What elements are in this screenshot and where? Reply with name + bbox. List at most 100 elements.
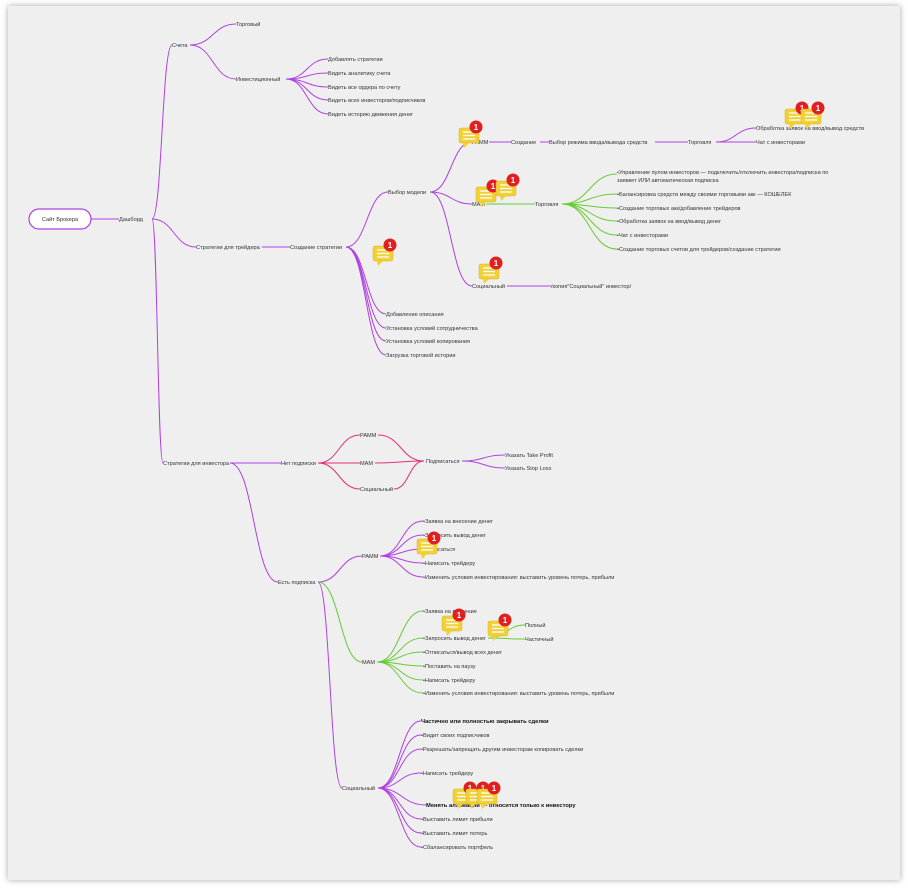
node-d4[interactable]: Загрузка торговой истории xyxy=(386,352,456,359)
node-hp5[interactable]: •Изменить условия инвестирования: выстав… xyxy=(423,575,614,581)
comment-icon[interactable]: 1 xyxy=(784,101,809,130)
node-m1b[interactable]: заявкет ИЛИ автоматическая подписка xyxy=(617,178,719,184)
node-hm2[interactable]: •Запросить вывод денег xyxy=(423,636,486,642)
node-soc[interactable]: Социальный xyxy=(472,283,505,290)
node-nm[interactable]: MAM xyxy=(360,461,373,467)
node-hs3[interactable]: •Разрешать/запрещать другим инвесторам к… xyxy=(421,747,583,753)
connector-line xyxy=(377,720,422,789)
comment-icon[interactable]: 1 xyxy=(476,781,501,810)
node-hs4[interactable]: •Написать трейдеру xyxy=(421,770,473,777)
comment-count: 1 xyxy=(388,241,393,250)
connector-line xyxy=(561,203,618,250)
connector-line xyxy=(376,610,424,663)
connector-line xyxy=(229,462,279,583)
node-hm4[interactable]: •Поставить на паузу xyxy=(423,664,476,670)
node-subscr[interactable]: Подписаться xyxy=(426,459,460,465)
comment-icon[interactable]: 1 xyxy=(478,256,503,285)
node-hs[interactable]: Социальный xyxy=(342,785,375,792)
node-nosub[interactable]: Нет подписки xyxy=(281,461,316,467)
root-node[interactable]: Сайт Брокера xyxy=(28,208,92,230)
comment-badge xyxy=(498,613,512,627)
node-pamm[interactable]: PAMM xyxy=(472,140,489,146)
node-part[interactable]: Частичный xyxy=(525,636,553,643)
node-m4[interactable]: •Обработка заявок на ввод/вывод денег xyxy=(617,219,721,225)
comment-count: 1 xyxy=(503,616,508,625)
node-hp4[interactable]: •Написать трейдеру xyxy=(423,560,475,567)
node-m2[interactable]: •Балансировка средств между своими торго… xyxy=(617,192,792,198)
node-torg[interactable]: Торговля xyxy=(688,140,711,146)
node-chat1[interactable]: Чат с инвесторами xyxy=(756,140,805,146)
node-i5[interactable]: Видеть историю движения денег xyxy=(328,112,413,118)
node-hm5[interactable]: •Написать трейдеру xyxy=(423,677,475,684)
node-d3[interactable]: Установка условий копирования xyxy=(386,338,470,345)
node-acc[interactable]: Счета xyxy=(172,43,188,49)
connector-line xyxy=(345,246,387,356)
node-i3[interactable]: Видеть все ордера по счету xyxy=(328,85,401,91)
node-vm[interactable]: Выбор модели xyxy=(388,190,426,196)
node-si[interactable]: Стратегии для инвестора xyxy=(163,461,230,467)
node-trade[interactable]: Торговый xyxy=(236,21,260,28)
node-st[interactable]: Стратегии для трейдера xyxy=(196,244,261,251)
connector-line xyxy=(379,520,424,557)
node-hm6[interactable]: •Изменить условия инвестирования: выстав… xyxy=(423,691,614,697)
comment-count: 1 xyxy=(511,176,516,185)
node-copy[interactable]: /копия"Социальный" инвестор/ xyxy=(551,283,632,290)
node-hs1[interactable]: Частично или полностью закрывать сделки xyxy=(421,719,549,725)
comment-icon[interactable]: 1 xyxy=(441,608,466,637)
node-hm3[interactable]: •Отписаться/вывод всех денег xyxy=(423,650,502,656)
mindmap-canvas[interactable]: Сайт Брокера Дашборд Счета Торговый Инвести… xyxy=(8,6,900,880)
node-d1[interactable]: Добавление описания xyxy=(386,312,444,318)
comment-count: 1 xyxy=(816,104,821,113)
node-invest[interactable]: Инвестиционный xyxy=(236,76,280,83)
comment-icon[interactable]: 1 xyxy=(458,120,483,149)
node-mam[interactable]: MAM xyxy=(472,202,485,208)
node-i2[interactable]: Видеть аналитику счета xyxy=(328,71,391,77)
node-ns[interactable]: Социальный xyxy=(360,486,393,493)
comment-icon[interactable]: 1 xyxy=(495,173,520,202)
node-sl[interactable]: Указать Stop Loss xyxy=(505,466,552,472)
node-np[interactable]: PAMM xyxy=(360,433,377,439)
node-tp[interactable]: Указать Take Profit xyxy=(505,453,553,459)
node-proc[interactable]: Обработка заявок на ввод/вывод средств xyxy=(756,126,864,132)
node-dash[interactable]: Дашборд xyxy=(119,217,144,223)
connector-line xyxy=(285,78,329,115)
comment-badge xyxy=(489,256,503,270)
node-hp1[interactable]: •Заявка на внесение денег xyxy=(423,519,493,525)
node-hp2[interactable]: •Запросить вывод денег xyxy=(423,533,486,539)
node-labels: Дашборд Счета Торговый Инвестиционный Добавл… xyxy=(119,21,864,851)
node-i4[interactable]: Видеть всех инвесторов/подписчиков xyxy=(328,98,425,104)
node-create[interactable]: Создание xyxy=(511,140,536,146)
node-m6[interactable]: •Создание торговых счетов для трейдеров/… xyxy=(617,246,781,253)
node-hs5[interactable]: Менять аллокации — относится только к ин… xyxy=(426,803,576,809)
node-full[interactable]: Полный xyxy=(525,622,546,629)
node-m3[interactable]: •Создание торговых акк/добавление трейде… xyxy=(617,205,741,212)
node-d2[interactable]: Установка условий сотрудничества xyxy=(386,325,479,332)
connector-line xyxy=(561,203,618,236)
comment-badge xyxy=(469,120,483,134)
comment-icon[interactable]: 1 xyxy=(372,238,397,267)
node-hp[interactable]: PAMM xyxy=(362,554,379,560)
connector-line xyxy=(151,218,197,248)
node-hs6[interactable]: •Выставить лимит прибыли xyxy=(421,817,493,823)
node-hs8[interactable]: •Сбалансировать портфель xyxy=(421,845,493,851)
comment-icon[interactable]: 1 xyxy=(800,101,825,130)
comment-icon[interactable]: 1 xyxy=(487,613,512,642)
connector-line xyxy=(379,555,424,578)
node-m5[interactable]: •Чат с инвесторами xyxy=(617,233,668,239)
node-hm1[interactable]: •Заявка на внесение xyxy=(423,609,477,615)
comment-count: 1 xyxy=(492,784,497,793)
node-hm[interactable]: MAM xyxy=(362,660,375,666)
connector-line xyxy=(429,141,473,193)
node-i1[interactable]: Добавлять стратегии xyxy=(328,57,383,63)
node-hassub[interactable]: Есть подписка xyxy=(278,580,316,586)
comment-icon[interactable]: 1 xyxy=(416,531,441,560)
connector-line xyxy=(317,555,363,583)
node-cs[interactable]: Создание стратегии xyxy=(290,245,342,251)
connector-line xyxy=(377,772,422,789)
node-hs7[interactable]: •Выставить лимит потерь xyxy=(421,831,487,837)
node-mode[interactable]: Выбор режима ввода/вывода средств xyxy=(549,140,647,146)
node-m1a[interactable]: •Управление пулом инвесторов — подключит… xyxy=(617,170,828,176)
node-hs2[interactable]: •Видит своих подписчиков xyxy=(421,733,489,739)
node-torg2[interactable]: Торговля xyxy=(535,202,558,208)
node-hp3[interactable]: •Отписаться xyxy=(423,547,455,553)
